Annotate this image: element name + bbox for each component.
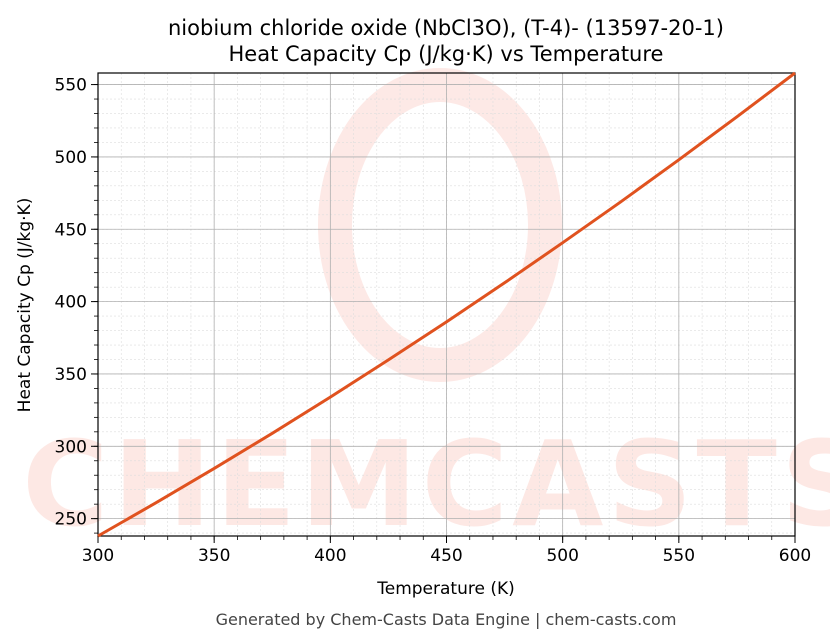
y-axis-label: Heat Capacity Cp (J/kg·K) — [15, 198, 35, 413]
y-tick-label: 400 — [55, 293, 87, 313]
x-tick-label: 550 — [663, 546, 695, 566]
x-tick-label: 500 — [546, 546, 578, 566]
y-tick-label: 500 — [55, 148, 87, 168]
chart-subtitle: Heat Capacity Cp (J/kg·K) vs Temperature — [229, 42, 664, 66]
y-tick-label: 350 — [55, 365, 87, 385]
chart-title: niobium chloride oxide (NbCl3O), (T-4)- … — [168, 16, 724, 40]
plot-frame — [97, 72, 796, 537]
watermark: CHEMCASTS — [22, 68, 830, 553]
footer: Generated by Chem-Casts Data Engine | ch… — [216, 610, 677, 629]
x-tick-label: 600 — [779, 546, 811, 566]
x-axis-label: Temperature (K) — [376, 579, 515, 599]
series-line — [97, 71, 796, 538]
x-tick-label: 350 — [198, 546, 230, 566]
y-tick-label: 300 — [55, 437, 87, 457]
y-tick-label: 250 — [55, 510, 87, 530]
x-tick-label: 450 — [430, 546, 462, 566]
y-tick-label: 550 — [55, 76, 87, 96]
watermark-logo-icon — [318, 68, 562, 382]
x-tick-label: 400 — [314, 546, 346, 566]
watermark-text: CHEMCASTS — [22, 415, 830, 553]
x-tick-label: 300 — [82, 546, 114, 566]
y-tick-label: 450 — [55, 220, 87, 240]
